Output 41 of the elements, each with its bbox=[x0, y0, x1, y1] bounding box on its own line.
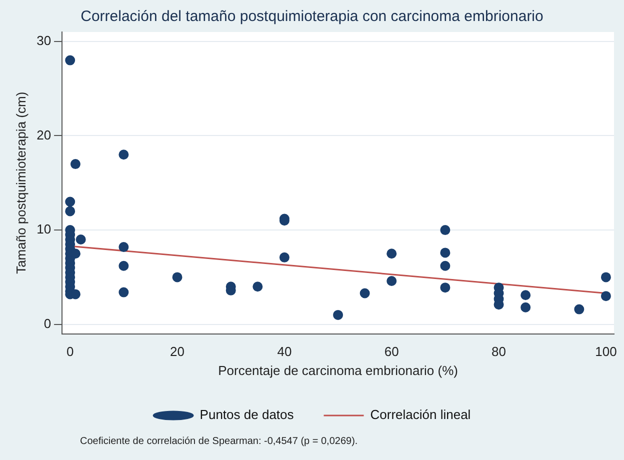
point bbox=[65, 55, 76, 66]
point bbox=[252, 282, 263, 292]
point bbox=[172, 272, 182, 282]
y-tick-label: 10 bbox=[36, 222, 52, 237]
point bbox=[333, 310, 344, 320]
legend-label: Correlación lineal bbox=[370, 407, 471, 422]
point bbox=[70, 159, 80, 170]
point bbox=[520, 290, 531, 300]
point bbox=[118, 260, 129, 271]
point bbox=[600, 272, 611, 282]
point bbox=[386, 276, 397, 286]
point bbox=[386, 248, 397, 259]
legend-label: Puntos de datos bbox=[200, 407, 294, 422]
point bbox=[118, 287, 129, 298]
point bbox=[440, 248, 450, 258]
x-tick-label: 40 bbox=[277, 344, 292, 360]
y-tick-label: 20 bbox=[36, 127, 52, 142]
x-tick-label: 20 bbox=[170, 344, 185, 360]
x-tick-label: 0 bbox=[66, 344, 74, 360]
point bbox=[118, 242, 129, 252]
x-tick-label: 100 bbox=[595, 344, 617, 360]
point bbox=[440, 282, 450, 293]
point bbox=[279, 252, 290, 262]
y-tick-label: 30 bbox=[36, 33, 52, 48]
y-axis-title: Tamaño postquimioterapia (cm) bbox=[13, 92, 28, 274]
point bbox=[574, 304, 584, 314]
point bbox=[118, 150, 129, 160]
point bbox=[600, 291, 611, 302]
point bbox=[440, 260, 450, 271]
x-tick-label: 80 bbox=[492, 344, 506, 360]
point bbox=[360, 288, 370, 298]
point bbox=[76, 234, 86, 244]
point bbox=[65, 206, 76, 216]
point bbox=[440, 225, 450, 236]
y-tick-label: 0 bbox=[44, 316, 52, 331]
point bbox=[520, 302, 531, 312]
text: Coeficiente de correlación de Spearman: -0,4547 (p = 0,0269). bbox=[80, 436, 358, 447]
point bbox=[65, 196, 76, 207]
chart-title: Correlación del tamaño postquimioterapia con carcinoma embrionario bbox=[80, 8, 544, 26]
x-axis-title: Porcentaje de carcinoma embrionario (%) bbox=[218, 362, 458, 378]
x-tick-label: 60 bbox=[384, 344, 399, 360]
